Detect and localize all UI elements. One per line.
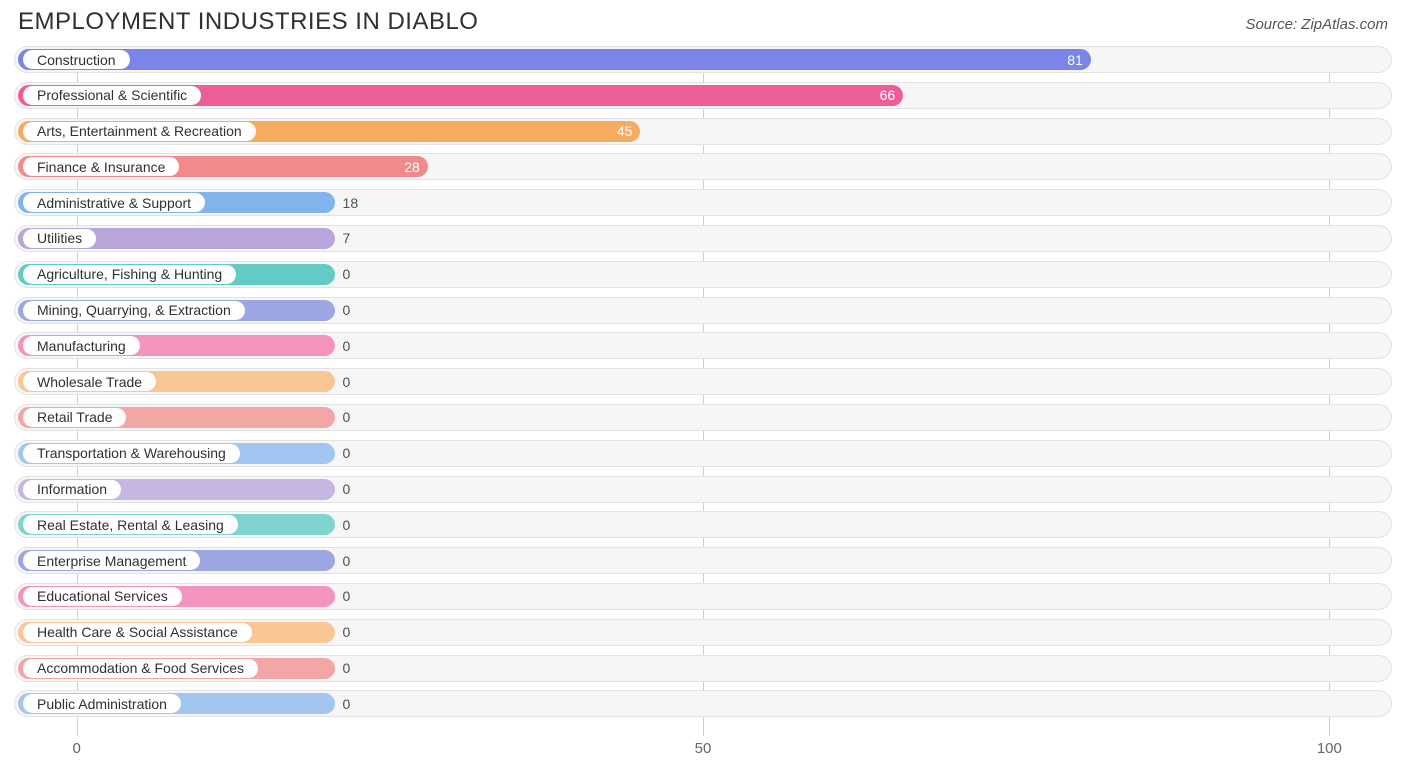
bar-label: Construction [23,50,130,69]
bar-value: 45 [609,119,641,144]
bar-value: 18 [335,190,367,215]
axis-tick: 50 [695,740,712,757]
bar-label: Retail Trade [23,408,126,427]
bar-row: Enterprise Management 0 [14,547,1392,574]
bar-value: 0 [335,441,359,466]
bar-value: 0 [335,369,359,394]
bar-label: Arts, Entertainment & Recreation [23,122,256,141]
axis-tick: 0 [72,740,80,757]
bar-label: Mining, Quarrying, & Extraction [23,301,245,320]
bar-value: 66 [872,83,904,108]
bar-value: 81 [1059,47,1091,72]
bar-value: 0 [335,512,359,537]
bar-value: 0 [335,262,359,287]
bar-value: 7 [335,226,359,251]
bar-row: Construction 81 [14,46,1392,73]
bar-label: Utilities [23,229,96,248]
bar-label: Transportation & Warehousing [23,444,240,463]
bar-value: 0 [335,656,359,681]
chart-source: Source: ZipAtlas.com [1245,16,1388,33]
bar-value: 0 [335,477,359,502]
bar-label: Administrative & Support [23,193,205,212]
bar-label: Enterprise Management [23,551,200,570]
bar-row: Transportation & Warehousing 0 [14,440,1392,467]
bar-value: 0 [335,405,359,430]
bar-row: Retail Trade 0 [14,404,1392,431]
bar-row: Utilities 7 [14,225,1392,252]
bar-value: 0 [335,584,359,609]
bar-label: Educational Services [23,587,182,606]
bar-row: Educational Services 0 [14,583,1392,610]
bar-label: Accommodation & Food Services [23,659,258,678]
bar-row: Information 0 [14,476,1392,503]
bar-row: Accommodation & Food Services 0 [14,655,1392,682]
chart-title: EMPLOYMENT INDUSTRIES IN DIABLO [18,8,478,36]
bar-value: 0 [335,548,359,573]
bar-label: Professional & Scientific [23,86,201,105]
bar-label: Health Care & Social Assistance [23,623,252,642]
bar-label: Public Administration [23,694,181,713]
bar-row: Wholesale Trade 0 [14,368,1392,395]
bar-row: Professional & Scientific 66 [14,82,1392,109]
bar-row: Real Estate, Rental & Leasing 0 [14,511,1392,538]
chart-plot-area: Construction 81 Professional & Scientific 6… [14,46,1392,736]
bars-container: Construction 81 Professional & Scientific 6… [14,46,1392,717]
bar-value: 28 [396,154,428,179]
bar-row: Health Care & Social Assistance 0 [14,619,1392,646]
axis-tick: 100 [1317,740,1342,757]
bar-row: Administrative & Support 18 [14,189,1392,216]
bar-label: Finance & Insurance [23,157,179,176]
bar-value: 0 [335,620,359,645]
bar-label: Agriculture, Fishing & Hunting [23,265,236,284]
x-axis: 0 50 100 [14,736,1392,764]
bar-row: Public Administration 0 [14,690,1392,717]
bar-row: Agriculture, Fishing & Hunting 0 [14,261,1392,288]
bar-label: Wholesale Trade [23,372,156,391]
bar-value: 0 [335,333,359,358]
chart-header: EMPLOYMENT INDUSTRIES IN DIABLO Source: … [0,0,1406,40]
bar-label: Manufacturing [23,336,140,355]
bar-value: 0 [335,298,359,323]
bar-value: 0 [335,691,359,716]
bar-row: Finance & Insurance 28 [14,153,1392,180]
bar-label: Real Estate, Rental & Leasing [23,515,238,534]
bar-row: Manufacturing 0 [14,332,1392,359]
bar-row: Mining, Quarrying, & Extraction 0 [14,297,1392,324]
bar-row: Arts, Entertainment & Recreation 45 [14,118,1392,145]
bar-label: Information [23,480,121,499]
bar-fill [18,49,1091,70]
